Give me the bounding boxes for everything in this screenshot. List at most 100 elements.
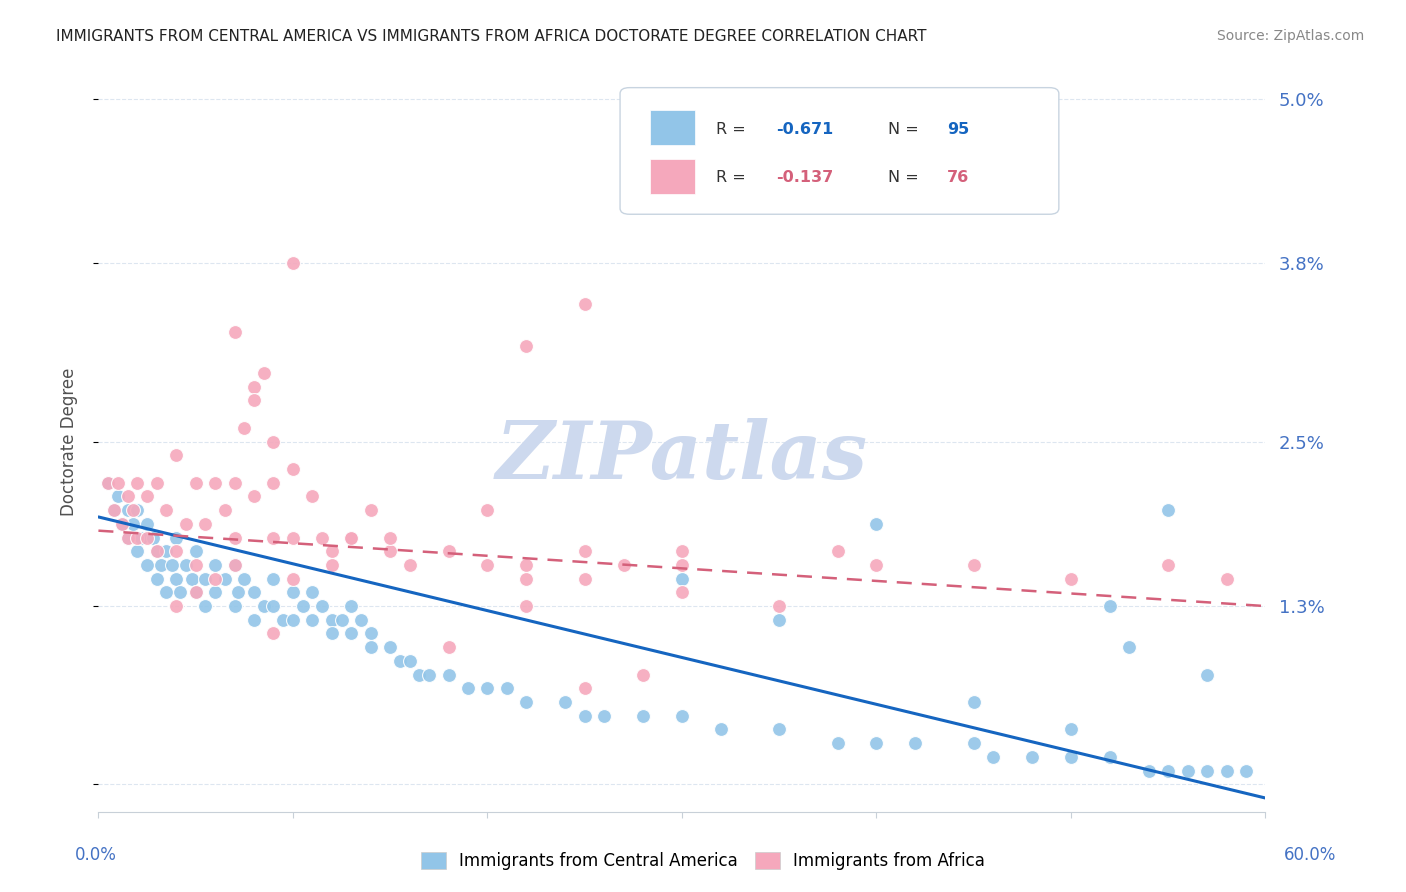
Point — [360, 503, 382, 517]
Point — [122, 516, 145, 531]
Point — [515, 338, 537, 352]
Text: ZIPatlas: ZIPatlas — [496, 417, 868, 495]
Point — [271, 613, 294, 627]
Point — [962, 736, 984, 750]
Text: R =: R = — [716, 121, 751, 136]
Point — [262, 572, 284, 586]
Point — [671, 708, 693, 723]
Point — [1215, 572, 1237, 586]
Point — [1157, 764, 1180, 778]
Point — [1098, 599, 1121, 613]
Point — [380, 531, 402, 545]
Point — [281, 462, 304, 476]
Point — [593, 708, 616, 723]
Text: 60.0%: 60.0% — [1284, 846, 1337, 863]
Point — [204, 558, 226, 572]
Text: R =: R = — [716, 170, 751, 186]
Point — [1234, 764, 1257, 778]
Point — [142, 531, 165, 545]
Text: 0.0%: 0.0% — [75, 846, 117, 863]
Legend: Immigrants from Central America, Immigrants from Africa: Immigrants from Central America, Immigra… — [415, 845, 991, 877]
Point — [224, 558, 246, 572]
Point — [97, 475, 120, 490]
Point — [214, 503, 236, 517]
Point — [165, 531, 187, 545]
Point — [904, 736, 927, 750]
Point — [340, 599, 363, 613]
Point — [204, 585, 226, 599]
Point — [865, 736, 887, 750]
Point — [117, 531, 139, 545]
Point — [827, 736, 849, 750]
Point — [340, 626, 363, 640]
Point — [1021, 750, 1043, 764]
Point — [1060, 750, 1083, 764]
Point — [301, 613, 323, 627]
Point — [408, 667, 430, 681]
Point — [107, 475, 129, 490]
Point — [1060, 723, 1083, 737]
Point — [340, 531, 363, 545]
Point — [574, 544, 596, 558]
Point — [574, 681, 596, 696]
Point — [574, 297, 596, 311]
Point — [149, 558, 172, 572]
Point — [136, 558, 159, 572]
Point — [122, 503, 145, 517]
Point — [129, 531, 152, 545]
Point — [768, 723, 790, 737]
Point — [180, 572, 202, 586]
Point — [768, 599, 790, 613]
Text: N =: N = — [889, 170, 924, 186]
Text: IMMIGRANTS FROM CENTRAL AMERICA VS IMMIGRANTS FROM AFRICA DOCTORATE DEGREE CORRE: IMMIGRANTS FROM CENTRAL AMERICA VS IMMIG… — [56, 29, 927, 44]
Point — [398, 654, 420, 668]
Point — [671, 544, 693, 558]
Point — [127, 531, 149, 545]
Point — [146, 475, 169, 490]
Point — [1118, 640, 1140, 655]
Point — [233, 421, 256, 435]
Point — [671, 572, 693, 586]
Point — [224, 599, 246, 613]
Point — [165, 544, 187, 558]
Point — [262, 531, 284, 545]
Point — [437, 640, 460, 655]
Point — [281, 572, 304, 586]
Point — [243, 393, 266, 408]
Point — [155, 585, 177, 599]
Point — [214, 572, 236, 586]
Point — [103, 503, 125, 517]
Point — [437, 667, 460, 681]
Point — [827, 544, 849, 558]
Point — [962, 695, 984, 709]
Point — [477, 558, 499, 572]
Point — [262, 475, 284, 490]
Point — [233, 572, 256, 586]
Point — [477, 681, 499, 696]
Point — [184, 558, 207, 572]
FancyBboxPatch shape — [651, 159, 695, 194]
Point — [174, 558, 197, 572]
Point — [301, 585, 323, 599]
Point — [194, 599, 217, 613]
Point — [981, 750, 1004, 764]
Point — [224, 558, 246, 572]
Point — [671, 558, 693, 572]
Point — [631, 667, 654, 681]
Point — [311, 531, 333, 545]
Point — [330, 613, 353, 627]
Point — [321, 626, 343, 640]
Point — [194, 572, 217, 586]
Point — [321, 544, 343, 558]
Point — [865, 558, 887, 572]
Point — [184, 544, 207, 558]
Point — [243, 489, 266, 503]
Point — [1195, 764, 1218, 778]
Point — [262, 434, 284, 449]
Point — [146, 544, 169, 558]
Point — [165, 599, 187, 613]
Point — [162, 558, 184, 572]
Point — [224, 475, 246, 490]
Point — [127, 544, 149, 558]
Point — [962, 558, 984, 572]
